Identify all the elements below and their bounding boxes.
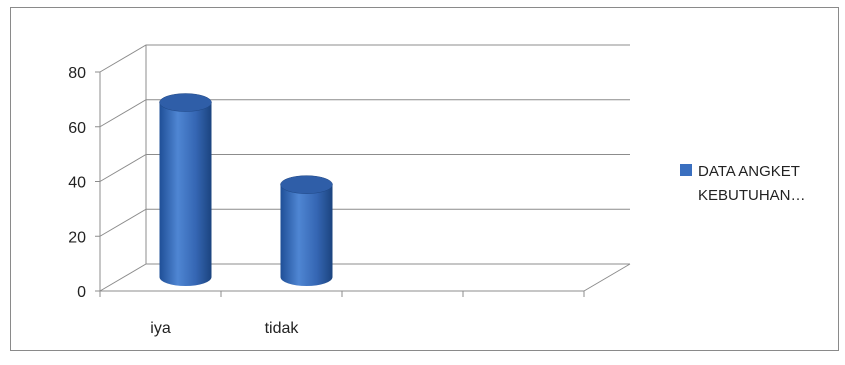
floor-edge	[583, 263, 631, 292]
legend-label-line2: KEBUTUHAN…	[698, 187, 806, 204]
y-tick-labels: 0 20 40 60 80	[68, 65, 86, 301]
y-tick-label: 80	[68, 65, 86, 82]
bar-body	[159, 102, 212, 286]
x-tick-labels: iya tidak	[150, 320, 299, 337]
y-tick-label: 20	[68, 229, 86, 246]
bar-top	[280, 175, 333, 194]
chart-border	[10, 7, 839, 351]
bars	[159, 93, 333, 286]
y-tick-label: 60	[68, 120, 86, 137]
legend-label-line1: DATA ANGKET	[698, 163, 800, 180]
legend: DATA ANGKET KEBUTUHAN…	[680, 163, 806, 204]
legend-swatch	[680, 164, 692, 176]
y-tick-label: 40	[68, 175, 86, 192]
x-tick-label: tidak	[265, 320, 300, 337]
axes	[95, 45, 631, 297]
y-tick-label: 0	[77, 284, 86, 301]
bar	[159, 93, 212, 286]
bar	[280, 175, 333, 286]
x-tick-label: iya	[150, 320, 171, 337]
bar-body	[280, 184, 333, 286]
bar-top	[159, 93, 212, 112]
